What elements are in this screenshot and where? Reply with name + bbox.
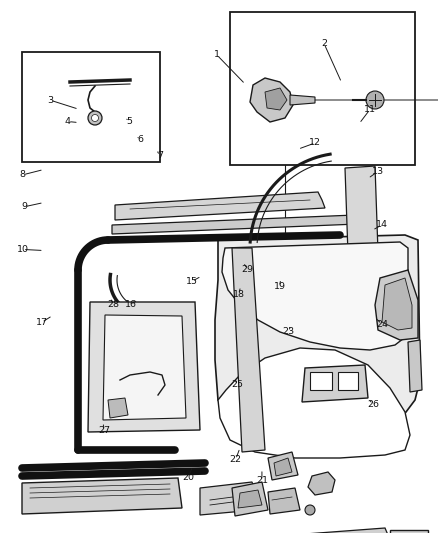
Polygon shape xyxy=(232,482,268,516)
Circle shape xyxy=(92,115,99,122)
Text: 5: 5 xyxy=(126,117,132,126)
Polygon shape xyxy=(290,95,315,105)
Polygon shape xyxy=(238,490,262,508)
Text: 19: 19 xyxy=(273,282,286,291)
Circle shape xyxy=(88,111,102,125)
Text: 21: 21 xyxy=(256,477,268,485)
Text: 3: 3 xyxy=(47,96,53,104)
Polygon shape xyxy=(222,242,408,350)
Text: 6: 6 xyxy=(137,135,143,144)
Text: 28: 28 xyxy=(107,301,119,309)
Polygon shape xyxy=(308,472,335,495)
Polygon shape xyxy=(382,278,412,330)
Polygon shape xyxy=(268,488,300,514)
Text: 16: 16 xyxy=(124,301,137,309)
Text: 24: 24 xyxy=(376,320,388,328)
Text: 18: 18 xyxy=(233,290,245,298)
Polygon shape xyxy=(408,340,422,392)
Polygon shape xyxy=(265,88,287,110)
Circle shape xyxy=(305,505,315,515)
Polygon shape xyxy=(375,270,418,340)
Polygon shape xyxy=(274,458,292,476)
Polygon shape xyxy=(225,528,388,533)
Polygon shape xyxy=(88,302,200,432)
Text: 17: 17 xyxy=(35,318,48,327)
FancyBboxPatch shape xyxy=(310,372,332,390)
Text: 23: 23 xyxy=(282,327,294,336)
Polygon shape xyxy=(345,166,378,254)
FancyBboxPatch shape xyxy=(230,12,415,165)
Polygon shape xyxy=(250,78,293,122)
Polygon shape xyxy=(215,235,420,455)
Polygon shape xyxy=(268,452,298,480)
FancyBboxPatch shape xyxy=(22,52,160,162)
Text: 1: 1 xyxy=(214,51,220,59)
Text: 8: 8 xyxy=(20,171,26,179)
Text: 7: 7 xyxy=(157,151,163,160)
Polygon shape xyxy=(112,215,358,234)
Polygon shape xyxy=(103,315,186,420)
Text: 12: 12 xyxy=(309,139,321,147)
Text: 25: 25 xyxy=(231,381,244,389)
Text: 27: 27 xyxy=(98,426,110,435)
Text: 13: 13 xyxy=(371,167,384,176)
Text: 2: 2 xyxy=(321,39,327,48)
Text: 14: 14 xyxy=(376,221,388,229)
Polygon shape xyxy=(115,192,325,220)
Polygon shape xyxy=(22,478,182,514)
FancyBboxPatch shape xyxy=(390,530,428,533)
Text: 22: 22 xyxy=(230,455,242,464)
Text: 9: 9 xyxy=(21,203,27,211)
Text: 4: 4 xyxy=(65,117,71,126)
Polygon shape xyxy=(200,482,260,515)
Polygon shape xyxy=(218,348,410,458)
Circle shape xyxy=(366,91,384,109)
Text: 20: 20 xyxy=(182,473,194,481)
Text: 15: 15 xyxy=(186,277,198,286)
Polygon shape xyxy=(108,398,128,418)
Polygon shape xyxy=(302,365,368,402)
Polygon shape xyxy=(232,248,265,452)
FancyBboxPatch shape xyxy=(338,372,358,390)
Text: 11: 11 xyxy=(364,105,376,114)
Text: 29: 29 xyxy=(241,265,254,273)
Text: 10: 10 xyxy=(17,245,29,254)
Text: 26: 26 xyxy=(367,400,379,408)
